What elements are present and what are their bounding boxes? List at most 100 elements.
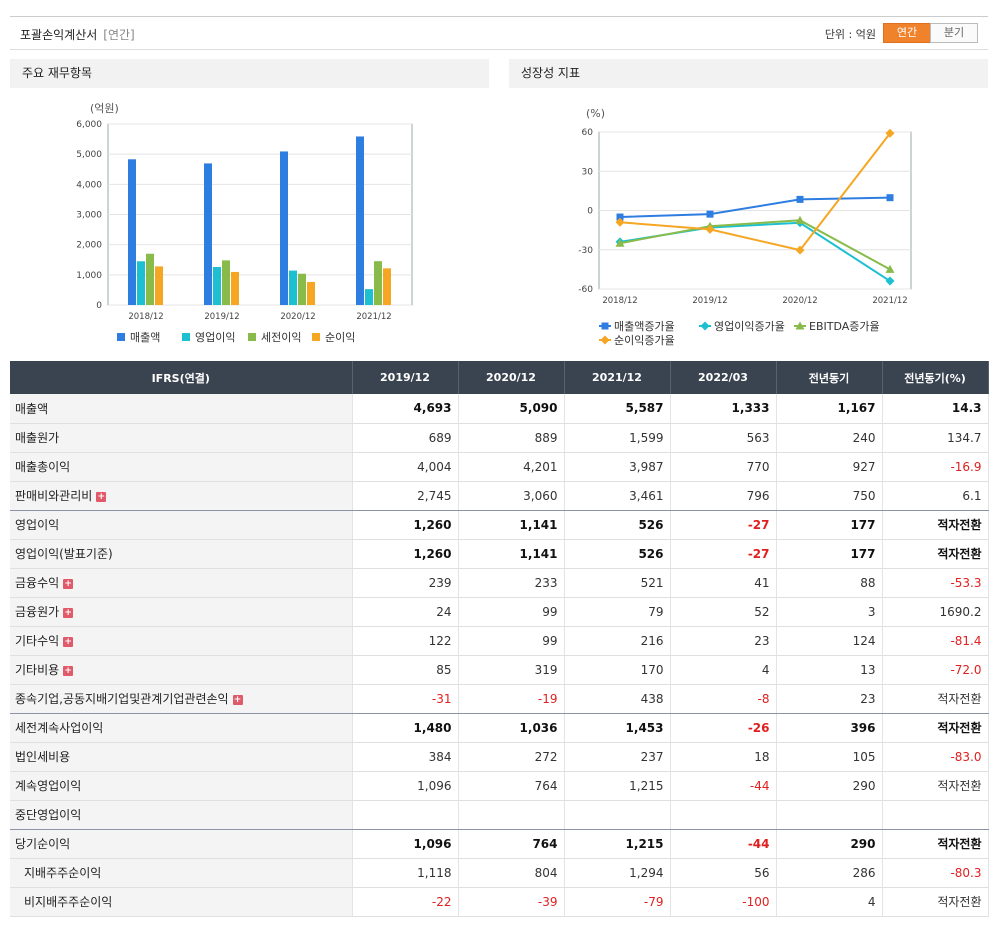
bar-legend-swatch — [248, 333, 256, 341]
line-y-tick-label: 0 — [587, 207, 593, 217]
cell-value: 290 — [776, 771, 883, 801]
row-label: 계속영업이익 — [10, 771, 353, 801]
expand-plus-icon[interactable]: + — [63, 578, 74, 589]
income-statement-table: IFRS(연결) 2019/12 2020/12 2021/12 2022/03 전년동기… — [10, 361, 989, 917]
table-row: 지배주주순이익 1,118 804 1,294 56 286 -80.3 — [10, 858, 989, 888]
table-row: 매출원가 689 889 1,599 563 240 134.7 — [10, 423, 989, 453]
table-row: 기타비용 +85 319 170 4 13 -72.0 — [10, 655, 989, 685]
table-row: 계속영업이익 1,096 764 1,215 -44 290 적자전환 — [10, 771, 989, 801]
row-label-text: 영업이익 — [15, 518, 60, 532]
cell-value: 적자전환 — [882, 829, 989, 859]
line-point-3-1 — [705, 224, 715, 234]
line-x-tick-label: 2020/12 — [782, 296, 817, 306]
expand-plus-icon[interactable]: + — [96, 491, 107, 502]
line-legend-swatch-marker — [700, 321, 710, 331]
row-label-text: 계속영업이익 — [15, 779, 82, 793]
cell-value: 1,167 — [776, 394, 883, 424]
row-label-text: 당기순이익 — [15, 837, 71, 851]
cell-value: 286 — [776, 858, 883, 888]
cell-value: 239 — [352, 568, 459, 598]
line-point-3-3 — [885, 128, 895, 138]
row-label-text: 매출총이익 — [15, 460, 71, 474]
row-label-text: 기타비용 — [15, 663, 60, 677]
row-label-text: 중단영업이익 — [15, 808, 82, 822]
cell-value: 1,333 — [670, 394, 777, 424]
cell-value: 85 — [352, 655, 459, 685]
cell-value: 526 — [564, 510, 671, 540]
row-label: 중단영업이익 — [10, 800, 353, 830]
bar-unit-label: (억원) — [90, 102, 119, 115]
cell-value: 1,260 — [352, 539, 459, 569]
row-label[interactable]: 금융원가 + — [10, 597, 353, 627]
cell-value: -26 — [670, 713, 777, 743]
bar-legend-label: 세전이익 — [261, 331, 301, 344]
bar-0-0 — [128, 159, 136, 305]
row-label[interactable]: 기타비용 + — [10, 655, 353, 685]
cell-value: -83.0 — [882, 742, 989, 772]
cell-value: 764 — [458, 771, 565, 801]
expand-plus-icon[interactable]: + — [63, 665, 74, 676]
line-x-tick-label: 2018/12 — [602, 296, 637, 306]
row-label: 매출원가 — [10, 423, 353, 453]
expand-plus-icon[interactable]: + — [232, 694, 243, 705]
row-label-text: 법인세비용 — [15, 750, 71, 764]
quarter-toggle-button[interactable]: 분기 — [930, 23, 978, 43]
cell-value — [564, 800, 671, 830]
line-x-tick-label: 2021/12 — [872, 296, 907, 306]
cell-value: -27 — [670, 539, 777, 569]
line-point-0-3 — [886, 194, 894, 202]
bar-legend-swatch — [312, 333, 320, 341]
line-point-2-3 — [885, 264, 895, 273]
cell-value: 13 — [776, 655, 883, 685]
expand-plus-icon[interactable]: + — [63, 607, 74, 618]
bar-2-0 — [146, 253, 154, 305]
annual-toggle-button[interactable]: 연간 — [883, 23, 931, 43]
table-row: 매출총이익 4,004 4,201 3,987 770 927 -16.9 — [10, 452, 989, 482]
cell-value: 99 — [458, 597, 565, 627]
expand-plus-icon[interactable]: + — [63, 636, 74, 647]
cell-value: 4,201 — [458, 452, 565, 482]
cell-value: -81.4 — [882, 626, 989, 656]
row-label-text: 비지배주주순이익 — [24, 895, 113, 909]
bar-x-tick-label: 2021/12 — [356, 312, 391, 322]
cell-value: 237 — [564, 742, 671, 772]
cell-value: 52 — [670, 597, 777, 627]
line-legend-swatch-marker — [795, 321, 805, 330]
cell-value: -72.0 — [882, 655, 989, 685]
cell-value: 24 — [352, 597, 459, 627]
line-point-0-2 — [796, 195, 804, 203]
cell-value: 6.1 — [882, 481, 989, 511]
cell-value: 177 — [776, 510, 883, 540]
row-label: 세전계속사업이익 — [10, 713, 353, 743]
line-series-0 — [619, 196, 891, 219]
header-period-col: 2022/03 — [670, 361, 777, 394]
cell-value: 233 — [458, 568, 565, 598]
row-label[interactable]: 금융수익 + — [10, 568, 353, 598]
cell-value: 적자전환 — [882, 510, 989, 540]
row-label-text: 매출액 — [15, 401, 49, 416]
cell-value: 1,141 — [458, 510, 565, 540]
bar-x-tick-label: 2020/12 — [280, 312, 315, 322]
row-label[interactable]: 종속기업,공동지배기업및관계기업관련손익 + — [10, 684, 353, 714]
cell-value: 1,036 — [458, 713, 565, 743]
cell-value: 438 — [564, 684, 671, 714]
table-row: 기타수익 +122 99 216 23 124 -81.4 — [10, 626, 989, 656]
cell-value: 적자전환 — [882, 539, 989, 569]
cell-value: 134.7 — [882, 423, 989, 453]
row-label-text: 금융원가 — [15, 605, 60, 619]
bar-3-3 — [383, 268, 391, 305]
bar-x-tick-label: 2018/12 — [128, 312, 163, 322]
row-label[interactable]: 판매비와관리비 + — [10, 481, 353, 511]
cell-value: 804 — [458, 858, 565, 888]
row-label[interactable]: 기타수익 + — [10, 626, 353, 656]
row-label: 당기순이익 — [10, 829, 353, 859]
cell-value: 526 — [564, 539, 671, 569]
row-label-text: 매출원가 — [15, 431, 60, 445]
cell-value: 124 — [776, 626, 883, 656]
row-label-text: 종속기업,공동지배기업및관계기업관련손익 — [15, 692, 229, 706]
cell-value: 1690.2 — [882, 597, 989, 627]
cell-value: 770 — [670, 452, 777, 482]
cell-value: 적자전환 — [882, 771, 989, 801]
header-label-col: IFRS(연결) — [10, 361, 353, 394]
bar-y-tick-label: 3,000 — [76, 211, 102, 221]
